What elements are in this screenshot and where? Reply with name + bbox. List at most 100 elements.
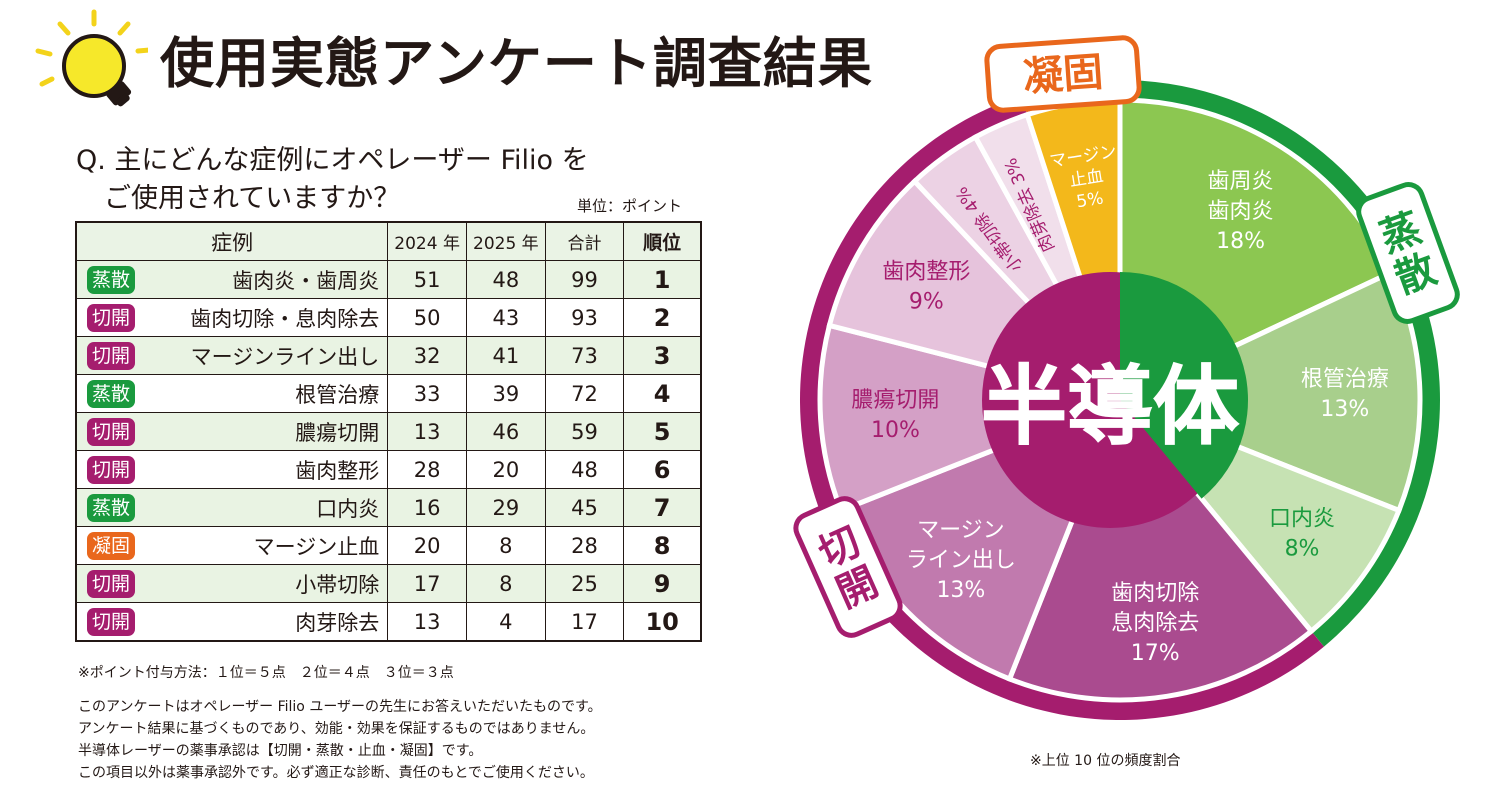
question-line-1: Q. 主にどんな症例にオペレーザー Filio を [76,145,589,176]
value-2024: 50 [387,298,467,337]
value-2025: 46 [465,412,546,451]
category-badge: 蒸散 [87,265,136,294]
case-cell: 蒸散 根管治療 [75,374,389,413]
category-tag-box [984,35,1142,113]
rank-value: 9 [623,564,702,603]
disclaimer-line: 半導体レーザーの薬事承認は【切開・蒸散・止血・凝固】です。 [78,743,483,759]
slice-label-line: 17% [1131,641,1180,666]
value-total: 17 [544,602,625,642]
slice-label-text: 口内炎 8% [1269,506,1335,561]
rank-value: 6 [623,450,702,489]
rank-value: 10 [623,602,702,642]
value-2024: 32 [387,336,467,375]
header-total: 合計 [544,221,625,261]
case-cell: 切開 肉芽除去 [75,602,389,642]
rank-value: 5 [623,412,702,451]
value-2025: 41 [465,336,546,375]
category-tag-box [1356,182,1460,324]
slice-label-text: 根管治療 13% [1301,367,1389,422]
case-name: 根管治療 [295,382,380,407]
case-name: 歯肉整形 [295,458,380,483]
table-row: 蒸散 口内炎 16 29 45 7 [75,488,702,527]
slice-label-line: ライン出し [906,548,1016,573]
table-row: 蒸散 歯肉炎・歯周炎 51 48 99 1 [75,260,702,299]
disclaimer-line: アンケート結果に基づくものであり、効能・効果を保証するものではありません。 [78,721,595,737]
category-badge: 切開 [87,607,136,636]
table-row: 切開 歯肉整形 28 20 48 6 [75,450,702,489]
slice-label-line: 8% [1285,536,1320,561]
case-name: 歯肉炎・歯周炎 [232,268,380,293]
slice-label-text: マージンライン出し 13% [906,518,1016,603]
table-row: 切開 小帯切除 17 8 25 9 [75,564,702,603]
case-cell: 切開 膿瘍切開 [75,412,389,451]
pie-slice [1006,395,1315,703]
case-name: 膿瘍切開 [295,420,380,445]
value-2025: 43 [465,298,546,337]
rank-value: 3 [623,336,702,375]
value-total: 72 [544,374,625,413]
slice-label-line: 歯肉切除 [1111,581,1199,606]
category-badge: 蒸散 [87,493,136,522]
value-total: 45 [544,488,625,527]
case-name: 小帯切除 [295,572,380,597]
case-name: 歯肉切除・息肉除去 [190,306,380,331]
center-label: 半導体 [981,357,1239,457]
header-2024: 2024 年 [387,221,467,261]
category-badge: 切開 [87,341,136,370]
value-2024: 13 [387,412,467,451]
category-badge: 凝固 [87,531,136,560]
value-2024: 13 [387,602,467,642]
case-cell: 切開 歯肉切除・息肉除去 [75,298,389,337]
table-row: 凝固 マージン止血 20 8 28 8 [75,526,702,565]
category-tag: 切開 [793,496,903,638]
category-tag: 蒸散 [1356,182,1460,324]
slice-label-line: 根管治療 [1301,367,1389,392]
case-cell: 切開 歯肉整形 [75,450,389,489]
value-total: 48 [544,450,625,489]
slice-label-line: 10% [871,418,920,443]
slice-label-line: 13% [1320,397,1369,422]
case-name: 口内炎 [316,496,380,521]
case-cell: 凝固 マージン止血 [75,526,389,565]
case-cell: 切開 マージンライン出し [75,336,389,375]
table-row: 切開 マージンライン出し 32 41 73 3 [75,336,702,375]
slice-label-line: 膿瘍切開 [851,388,939,413]
slice-label-line: マージン [917,518,1005,543]
category-tag: 凝固 [984,35,1142,113]
value-2024: 33 [387,374,467,413]
page-title: 使用実態アンケート調査結果 [160,32,873,95]
category-tag-box [793,496,903,638]
value-2024: 17 [387,564,467,603]
value-2025: 4 [465,602,546,642]
slice-label-line: 歯周炎 [1208,169,1274,194]
pie-slice [817,322,1129,514]
case-name: マージンライン出し [190,344,380,369]
slice-label-text: 歯肉整形 9% [882,259,970,314]
ranking-table: 症例 2024 年 2025 年 合計 順位 蒸散 歯肉炎・歯周炎 51 48 99 1 切… [75,221,702,642]
slice-label-line: 歯肉整形 [882,259,970,284]
rank-value: 7 [623,488,702,527]
value-2024: 20 [387,526,467,565]
table-row: 切開 歯肉切除・息肉除去 50 43 93 2 [75,298,702,337]
table-row: 切開 膿瘍切開 13 46 59 5 [75,412,702,451]
category-badge: 切開 [87,417,136,446]
case-name: 肉芽除去 [295,610,380,635]
value-2025: 8 [465,564,546,603]
lightbulb-icon [35,9,148,107]
value-2024: 51 [387,260,467,299]
slice-label-text: 歯肉切除息肉除去 17% [1111,581,1199,666]
value-total: 59 [544,412,625,451]
slice-label-text: 膿瘍切開 10% [851,388,939,443]
value-total: 25 [544,564,625,603]
disclaimer-line: このアンケートはオペレーザー Filio ユーザーの先生にお答えいただいたもので… [78,699,602,715]
points-note: ※ポイント付与方法：１位＝５点 ２位＝４点 ３位＝３点 [78,665,454,681]
case-cell: 蒸散 口内炎 [75,488,389,527]
center-green [1120,272,1248,499]
category-badge: 切開 [87,455,136,484]
slice-label-text: 歯周炎歯肉炎 18% [1208,169,1274,254]
category-badge: 切開 [87,303,136,332]
slice-label-line: 13% [936,578,985,603]
slice-label-line: 息肉除去 [1111,611,1199,636]
chart-footnote: ※上位 10 位の頻度割合 [1030,753,1181,769]
